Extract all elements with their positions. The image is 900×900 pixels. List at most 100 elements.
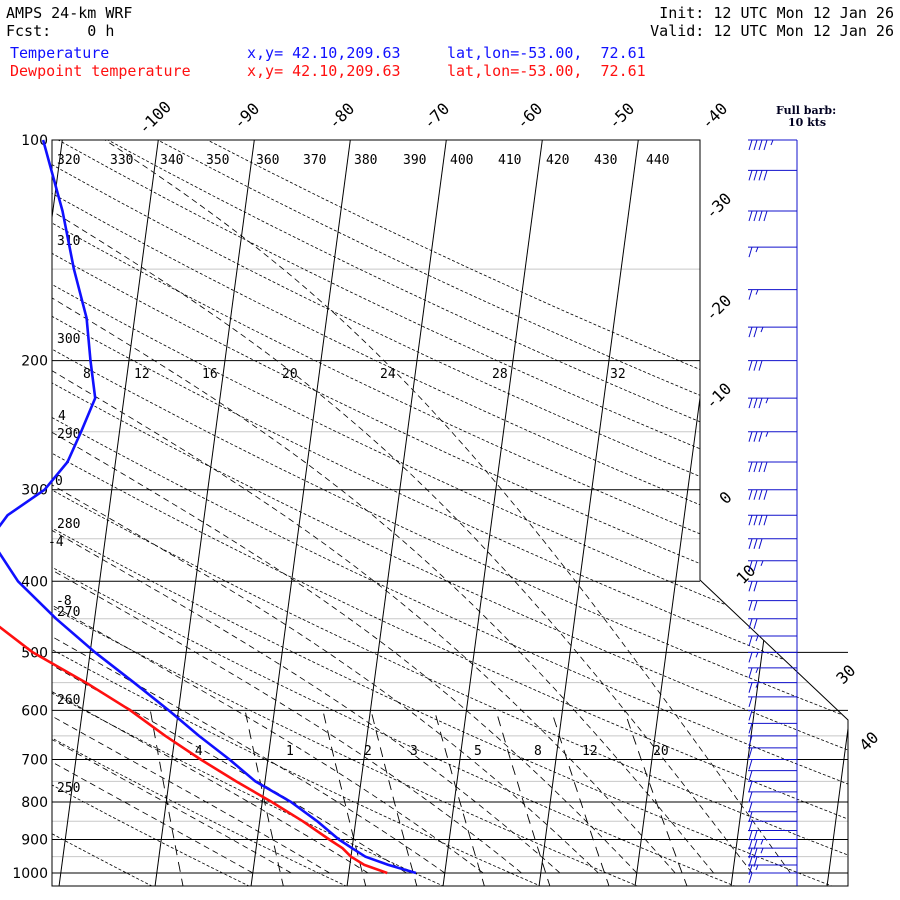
wind-barb [748, 735, 797, 747]
dry-adiabat-line [52, 140, 742, 886]
wind-barb [748, 872, 797, 884]
pressure-tick-label: 800 [21, 795, 48, 811]
dry-adiabat-line [52, 140, 848, 886]
isotherm-label: -30 [701, 189, 735, 223]
wind-barb [748, 635, 797, 647]
wind-barb [748, 722, 797, 734]
isotherm-line [538, 140, 649, 886]
wind-barb [748, 139, 797, 151]
wind-barb [748, 829, 797, 841]
mixing-ratio-line [550, 710, 611, 886]
theta-label: 420 [546, 153, 569, 168]
theta-label: 390 [403, 153, 426, 168]
wind-barb [748, 431, 797, 442]
wind-barb [748, 801, 797, 813]
wind-barb [748, 246, 797, 258]
mixing-ratio-line [434, 710, 486, 886]
theta-label: 360 [256, 153, 279, 168]
wind-barb [748, 811, 797, 822]
wind-barb [748, 461, 797, 473]
moist-adiabat-line [52, 140, 561, 874]
pressure-tick-label: 700 [21, 752, 48, 768]
theta-label: 280 [57, 517, 80, 532]
wind-barb [748, 847, 797, 859]
moist-adiabat-line [52, 343, 292, 874]
mixing-ratio-label: .4 [187, 744, 203, 759]
pressure-tick-label: 1000 [12, 866, 48, 882]
wind-barb [748, 709, 797, 721]
wind-barb [748, 289, 797, 300]
dry-adiabat-line [52, 140, 848, 886]
isotherm-line [346, 140, 457, 886]
theta-label: 320 [57, 153, 80, 168]
isotherm-label: 40 [855, 728, 882, 755]
dry-adiabat-line [52, 140, 848, 886]
isotherm-line [58, 140, 169, 886]
wind-barb [748, 864, 797, 876]
isotherm-label: -10 [701, 379, 735, 413]
wind-barb [748, 820, 797, 832]
moist-adiabat-line [52, 246, 446, 874]
legend-dewpoint-latlon: lat,lon=-53.00, 72.61 [447, 62, 646, 80]
wind-barb [748, 326, 797, 338]
legend-temperature-xy: x,y= 42.10,209.63 [247, 44, 401, 62]
moist-adiabat-line [52, 223, 484, 874]
wind-barb [748, 618, 797, 629]
isotherm-line [634, 140, 745, 886]
moist-adiabat-line [52, 140, 676, 874]
mixing-ratio-line [244, 710, 285, 886]
theta-e-label: 16 [202, 367, 218, 382]
model-title: AMPS 24-km WRF [6, 4, 133, 22]
theta-e-label: 4 [58, 409, 66, 424]
theta-e-label: -8 [56, 594, 72, 609]
pressure-tick-label: 100 [21, 133, 48, 149]
theta-e-label: 0 [55, 474, 63, 489]
wind-barb [748, 856, 797, 867]
pressure-tick-label: 400 [21, 574, 48, 590]
theta-label: 350 [206, 153, 229, 168]
isotherm-label: -100 [134, 97, 175, 138]
isotherm-label: -70 [419, 99, 453, 133]
theta-label: 300 [57, 332, 80, 347]
theta-label: 380 [354, 153, 377, 168]
dry-adiabat-line [52, 140, 644, 886]
theta-label: 370 [303, 153, 326, 168]
isotherm-line [826, 140, 848, 886]
isotherm-label: -40 [697, 99, 731, 133]
mixing-ratio-label: 1 [286, 744, 294, 759]
theta-label: 430 [594, 153, 617, 168]
mixing-ratio-line [322, 710, 367, 886]
isotherm-label: -50 [604, 99, 638, 133]
isotherm-line [730, 140, 841, 886]
wind-barb [748, 538, 797, 549]
wind-barb [748, 651, 797, 663]
valid-time: Valid: 12 UTC Mon 12 Jan 26 [650, 22, 894, 40]
isotherm-label: -90 [229, 99, 263, 133]
isotherm-label: 30 [832, 661, 859, 688]
isotherm-line [442, 140, 553, 886]
theta-label: 250 [57, 781, 80, 796]
legend-temperature-name: Temperature [10, 44, 110, 62]
wind-barb [748, 210, 797, 222]
pressure-tick-label: 200 [21, 354, 48, 370]
mixing-ratio-label: 3 [410, 744, 418, 759]
dry-adiabat-line [52, 140, 450, 886]
wind-barb [748, 838, 797, 850]
mixing-ratio-label: 5 [474, 744, 482, 759]
isotherm-label: -60 [512, 99, 546, 133]
theta-e-label: 8 [83, 367, 91, 382]
theta-e-label: -4 [48, 535, 64, 550]
theta-label: 410 [498, 153, 521, 168]
dewpoint-profile-line [0, 625, 388, 875]
moist-adiabat-line [52, 140, 714, 874]
isotherm-line [154, 140, 265, 886]
theta-label: 440 [646, 153, 669, 168]
barb-legend-line2: 10 kts [788, 116, 826, 129]
mixing-ratio-label: 20 [653, 744, 669, 759]
pressure-tick-label: 600 [21, 703, 48, 719]
wind-barb [748, 682, 797, 693]
mixing-ratio-label: 8 [534, 744, 542, 759]
theta-e-label: 24 [380, 367, 396, 382]
mixing-ratio-line [149, 710, 184, 886]
